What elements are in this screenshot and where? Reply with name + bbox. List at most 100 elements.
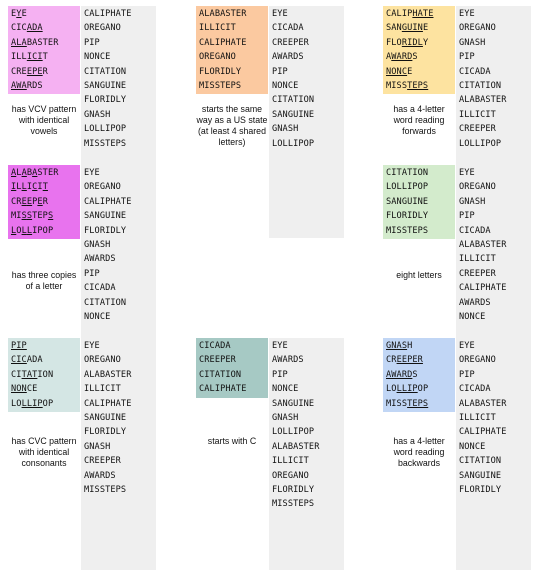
word-item[interactable]: FLORIDLY xyxy=(84,95,127,106)
word-item[interactable]: GNASH xyxy=(272,124,299,135)
highlighted-word[interactable]: CREEPER xyxy=(11,66,48,77)
highlighted-word[interactable]: AWARDS xyxy=(386,369,418,380)
word-item[interactable]: ILLICIT xyxy=(272,456,309,467)
highlighted-word[interactable]: AWARDS xyxy=(386,52,418,63)
highlighted-word[interactable]: CALIPHATE xyxy=(199,37,247,48)
word-item[interactable]: GNASH xyxy=(84,441,111,452)
word-item[interactable]: SANGUINE xyxy=(84,211,127,222)
highlighted-word[interactable]: PIP xyxy=(11,341,27,351)
word-item[interactable]: NONCE xyxy=(272,80,299,91)
word-item[interactable]: SANGUINE xyxy=(84,412,127,423)
highlighted-word[interactable]: GNASH xyxy=(386,341,413,351)
word-item[interactable]: OREGANO xyxy=(272,470,309,481)
highlighted-word[interactable]: SANGUINE xyxy=(386,23,429,34)
word-item[interactable]: ALABASTER xyxy=(459,95,507,106)
word-item[interactable]: CITATION xyxy=(84,297,127,308)
word-item[interactable]: FLORIDLY xyxy=(459,484,502,495)
word-item[interactable]: ILLICIT xyxy=(459,412,496,423)
highlighted-word[interactable]: CREEPER xyxy=(199,355,236,366)
highlighted-word[interactable]: ILLICIT xyxy=(11,52,48,63)
word-item[interactable]: AWARDS xyxy=(272,355,304,366)
highlighted-word[interactable]: CICADA xyxy=(11,23,43,34)
highlighted-word[interactable]: FLORIDLY xyxy=(386,211,429,222)
word-item[interactable]: AWARDS xyxy=(84,254,116,265)
highlighted-word[interactable]: CALIPHATE xyxy=(386,9,434,19)
highlighted-word[interactable]: NONCE xyxy=(11,384,38,395)
word-item[interactable]: LOLLIPOP xyxy=(84,124,127,135)
word-item[interactable]: LOLLIPOP xyxy=(459,138,502,149)
word-item[interactable]: CALIPHATE xyxy=(84,196,132,207)
highlighted-word[interactable]: ALABASTER xyxy=(199,9,247,19)
word-item[interactable]: EYE xyxy=(459,341,475,351)
word-item[interactable]: FLORIDLY xyxy=(272,484,315,495)
highlighted-word[interactable]: ILLICIT xyxy=(199,23,236,34)
word-item[interactable]: CALIPHATE xyxy=(459,427,507,438)
highlighted-word[interactable]: ALABASTER xyxy=(11,168,59,178)
word-item[interactable]: ILLICIT xyxy=(459,254,496,265)
word-item[interactable]: ALABASTER xyxy=(84,369,132,380)
word-item[interactable]: EYE xyxy=(459,168,475,178)
word-item[interactable]: EYE xyxy=(459,9,475,19)
word-item[interactable]: PIP xyxy=(272,369,288,380)
word-item[interactable]: AWARDS xyxy=(84,470,116,481)
word-item[interactable]: SANGUINE xyxy=(459,470,502,481)
highlighted-word[interactable]: MISSTEPS xyxy=(386,225,429,236)
highlighted-word[interactable]: MISSTEPS xyxy=(199,80,242,91)
word-item[interactable]: MISSTEPS xyxy=(84,484,127,495)
word-item[interactable]: CICADA xyxy=(459,66,491,77)
highlighted-word[interactable]: LOLLIPOP xyxy=(386,182,429,193)
word-item[interactable]: CREEPER xyxy=(459,124,496,135)
highlighted-word[interactable]: CITATION xyxy=(386,168,429,178)
highlighted-word[interactable]: OREGANO xyxy=(199,52,236,63)
word-item[interactable]: ILLICIT xyxy=(459,109,496,120)
word-item[interactable]: ALABASTER xyxy=(459,398,507,409)
word-item[interactable]: FLORIDLY xyxy=(84,427,127,438)
highlighted-word[interactable]: FLORIDLY xyxy=(199,66,242,77)
word-item[interactable]: CITATION xyxy=(459,80,502,91)
highlighted-word[interactable]: MISSTEPS xyxy=(386,398,429,409)
word-item[interactable]: NONCE xyxy=(459,441,486,452)
word-item[interactable]: GNASH xyxy=(459,196,486,207)
highlighted-word[interactable]: CREEPER xyxy=(11,196,48,207)
highlighted-word[interactable]: CITATION xyxy=(199,369,242,380)
word-item[interactable]: GNASH xyxy=(272,412,299,423)
word-item[interactable]: SANGUINE xyxy=(84,80,127,91)
word-item[interactable]: ILLICIT xyxy=(84,384,121,395)
highlighted-word[interactable]: LOLLIPOP xyxy=(11,225,54,236)
word-item[interactable]: LOLLIPOP xyxy=(272,427,315,438)
word-item[interactable]: CICADA xyxy=(459,384,491,395)
highlighted-word[interactable]: CREEPER xyxy=(386,355,423,366)
highlighted-word[interactable]: CALIPHATE xyxy=(199,384,247,395)
highlighted-word[interactable]: LOLLIPOP xyxy=(386,384,429,395)
word-item[interactable]: EYE xyxy=(84,168,100,178)
word-item[interactable]: PIP xyxy=(84,37,100,48)
word-item[interactable]: SANGUINE xyxy=(272,109,315,120)
highlighted-word[interactable]: NONCE xyxy=(386,66,413,77)
word-item[interactable]: PIP xyxy=(459,211,475,222)
word-item[interactable]: CITATION xyxy=(84,66,127,77)
word-item[interactable]: ALABASTER xyxy=(459,239,507,250)
word-item[interactable]: NONCE xyxy=(272,384,299,395)
highlighted-word[interactable]: EYE xyxy=(11,9,27,19)
word-item[interactable]: SANGUINE xyxy=(272,398,315,409)
word-item[interactable]: EYE xyxy=(84,341,100,351)
highlighted-word[interactable]: CICADA xyxy=(11,355,43,366)
word-item[interactable]: GNASH xyxy=(459,37,486,48)
highlighted-word[interactable]: CITATION xyxy=(11,369,54,380)
word-item[interactable]: CALIPHATE xyxy=(84,9,132,19)
highlighted-word[interactable]: FLORIDLY xyxy=(386,37,429,48)
word-item[interactable]: CREEPER xyxy=(459,268,496,279)
highlighted-word[interactable]: MISSTEPS xyxy=(11,211,54,222)
word-item[interactable]: CICADA xyxy=(84,283,116,294)
word-item[interactable]: MISSTEPS xyxy=(272,499,315,510)
word-item[interactable]: CITATION xyxy=(272,95,315,106)
highlighted-word[interactable]: LOLLIPOP xyxy=(11,398,54,409)
word-item[interactable]: ALABASTER xyxy=(272,441,320,452)
word-item[interactable]: GNASH xyxy=(84,109,111,120)
word-item[interactable]: OREGANO xyxy=(84,23,121,34)
word-item[interactable]: PIP xyxy=(84,268,100,279)
word-item[interactable]: PIP xyxy=(459,369,475,380)
word-item[interactable]: NONCE xyxy=(459,311,486,322)
word-item[interactable]: CREEPER xyxy=(84,456,121,467)
word-item[interactable]: GNASH xyxy=(84,239,111,250)
